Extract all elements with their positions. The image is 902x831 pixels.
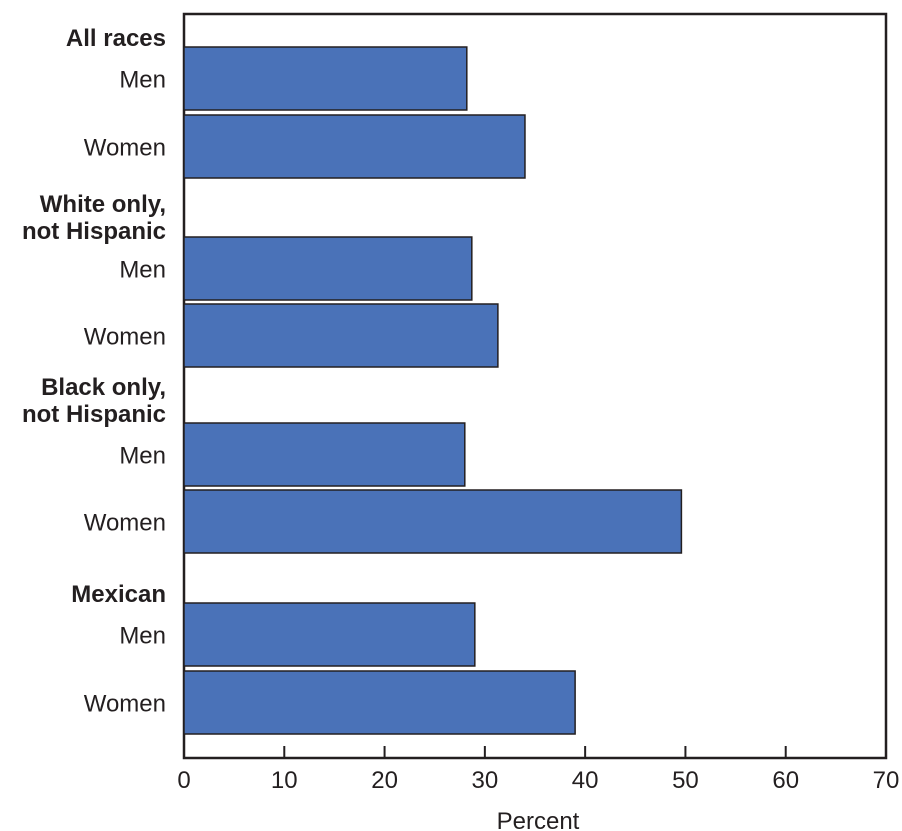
x-tick-label: 50 — [672, 767, 699, 794]
bar-label: Women — [84, 691, 166, 718]
x-tick-label: 70 — [873, 767, 900, 794]
bar — [183, 670, 576, 735]
group-label: not Hispanic — [22, 401, 166, 428]
bars — [183, 46, 683, 735]
bar — [183, 602, 476, 667]
x-tick-label: 20 — [371, 767, 398, 794]
bar-label: Men — [119, 443, 166, 470]
bar — [183, 114, 526, 179]
bar-label: Men — [119, 257, 166, 284]
bar — [183, 236, 473, 301]
group-label: Mexican — [71, 581, 166, 608]
bar — [183, 303, 499, 368]
bar-label: Women — [84, 324, 166, 351]
group-label: Black only, — [41, 374, 166, 401]
bar-label: Men — [119, 67, 166, 94]
x-tick-label: 30 — [472, 767, 499, 794]
x-tick-label: 40 — [572, 767, 599, 794]
x-axis-title: Percent — [497, 808, 580, 831]
bar-label: Men — [119, 623, 166, 650]
plot-frame — [182, 12, 888, 760]
x-axis: 0 10 20 30 40 50 60 70 — [177, 746, 899, 794]
group-label: not Hispanic — [22, 218, 166, 245]
bar-label: Women — [84, 135, 166, 162]
group-label: All races — [66, 25, 166, 52]
x-tick-label: 60 — [772, 767, 799, 794]
x-tick-label: 10 — [271, 767, 298, 794]
bar — [183, 46, 468, 111]
bar — [183, 489, 683, 554]
bar-label: Women — [84, 510, 166, 537]
bar — [183, 422, 466, 487]
group-label: White only, — [40, 191, 166, 218]
x-tick-label: 0 — [177, 767, 190, 794]
